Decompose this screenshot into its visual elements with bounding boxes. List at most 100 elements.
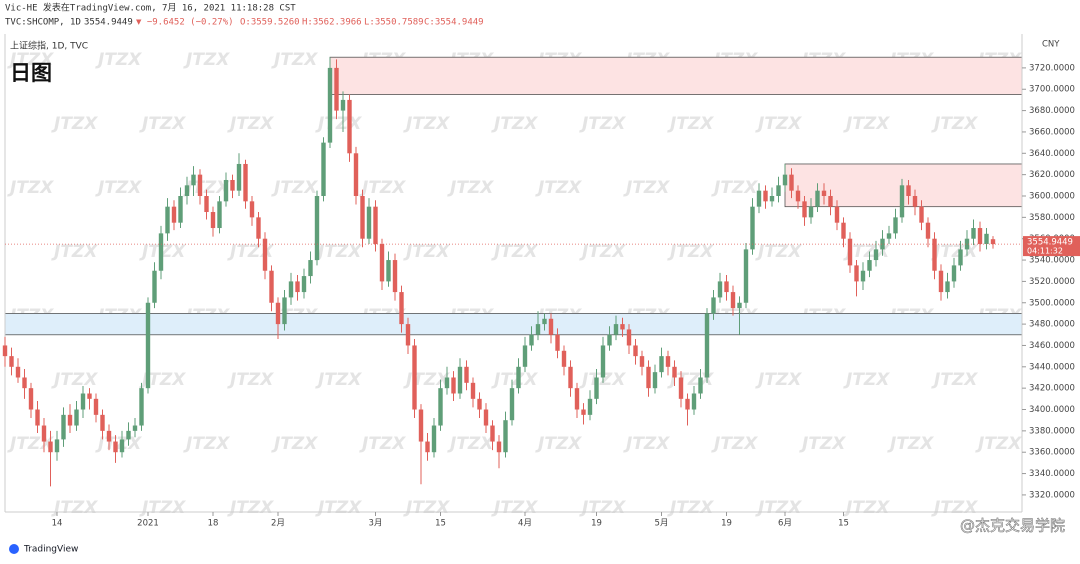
candle-body	[308, 260, 313, 277]
candle-body	[620, 324, 625, 330]
credit: @杰克交易学院	[960, 517, 1065, 535]
candle-body	[366, 206, 372, 239]
watermark: JTZX	[931, 242, 978, 262]
last-price-label: 3554.9449	[1027, 238, 1073, 248]
candle-body	[451, 377, 456, 394]
candle-body	[100, 414, 105, 431]
watermark: JTZX	[667, 498, 714, 518]
y-tick-label: 3540.0000	[1029, 256, 1075, 266]
candle-body	[990, 239, 996, 245]
candle-body	[522, 345, 528, 367]
candle-body	[873, 249, 879, 261]
candle-body	[35, 409, 40, 426]
watermark: JTZX	[227, 242, 274, 262]
candle-body	[678, 377, 684, 399]
watermark: JTZX	[711, 178, 758, 198]
candle-body	[314, 196, 320, 261]
candle-body	[67, 414, 73, 426]
candle-body	[28, 388, 34, 410]
candle-body	[256, 217, 261, 239]
candle-body	[795, 190, 801, 202]
watermark: JTZX	[491, 242, 538, 262]
watermark: JTZX	[271, 50, 318, 70]
watermark: JTZX	[623, 434, 670, 454]
watermark: JTZX	[579, 498, 626, 518]
candle-body	[236, 163, 242, 191]
candle-body	[613, 324, 619, 335]
candle-body	[964, 238, 970, 250]
candle-body	[152, 270, 157, 303]
watermark: JTZX	[755, 498, 802, 518]
candle-body	[899, 185, 905, 218]
candle-body	[886, 233, 892, 239]
candle-body	[132, 425, 138, 431]
watermark: JTZX	[931, 114, 978, 134]
candle-body	[48, 441, 53, 453]
candle-body	[113, 441, 118, 453]
zone	[4, 313, 1023, 336]
y-tick-label: 3380.0000	[1029, 426, 1075, 436]
x-tick-label: 6月	[778, 519, 792, 529]
candle-body	[652, 372, 658, 389]
candle-body	[600, 345, 606, 378]
watermark: JTZX	[843, 498, 890, 518]
y-tick-label: 3620.0000	[1029, 170, 1075, 180]
watermark: JTZX	[667, 242, 714, 262]
candle-body	[425, 441, 430, 453]
candle-body	[74, 409, 79, 426]
watermark: JTZX	[975, 434, 1022, 454]
watermark: JTZX	[887, 434, 934, 454]
candle-body	[743, 249, 749, 303]
candle-body	[171, 206, 177, 223]
candle-body	[139, 388, 144, 426]
watermark: JTZX	[227, 370, 274, 390]
candle-body	[574, 388, 580, 410]
candle-body	[958, 249, 963, 266]
candle-body	[769, 196, 775, 202]
candle-body	[223, 179, 229, 202]
candle-body	[503, 420, 508, 453]
candle-body	[594, 377, 599, 399]
candle-body	[464, 366, 469, 383]
y-tick-label: 3360.0000	[1029, 448, 1075, 458]
candle-body	[373, 206, 378, 245]
candle-body	[412, 345, 417, 410]
watermark: JTZX	[139, 114, 186, 134]
candle-body	[841, 222, 846, 239]
candle-body	[431, 425, 437, 453]
candle-body	[204, 196, 209, 213]
y-tick-label: 3720.0000	[1029, 63, 1075, 73]
instrument: 上证综指, 1D, TVC	[10, 40, 88, 52]
candle-body	[607, 334, 612, 346]
candle-body	[340, 99, 346, 111]
candle-body	[230, 179, 235, 191]
candle-body	[984, 233, 989, 245]
candle-body	[880, 238, 885, 250]
watermark: JTZX	[315, 242, 362, 262]
x-tick-label: 18	[208, 519, 219, 529]
candle-body	[87, 393, 92, 399]
candle-body	[184, 185, 190, 196]
watermark: JTZX	[931, 498, 978, 518]
candle-body	[210, 212, 216, 229]
watermark: JTZX	[535, 434, 582, 454]
candle-body	[327, 67, 333, 143]
watermark: JTZX	[7, 50, 54, 70]
y-tick-label: 3480.0000	[1029, 320, 1075, 330]
candle-body	[568, 366, 573, 389]
watermark: JTZX	[623, 178, 670, 198]
candle-body	[704, 313, 710, 378]
watermark: JTZX	[755, 370, 802, 390]
candle-body	[243, 163, 248, 202]
caption: 日图	[10, 61, 52, 85]
watermark: JTZX	[139, 370, 186, 390]
watermark: JTZX	[931, 370, 978, 390]
candle-body	[906, 185, 911, 196]
candle-body	[912, 196, 918, 207]
y-tick-label: 3520.0000	[1029, 277, 1075, 287]
zone	[329, 56, 1023, 95]
candle-body	[399, 292, 404, 325]
watermark: JTZX	[227, 498, 274, 518]
candle-body	[347, 99, 352, 154]
